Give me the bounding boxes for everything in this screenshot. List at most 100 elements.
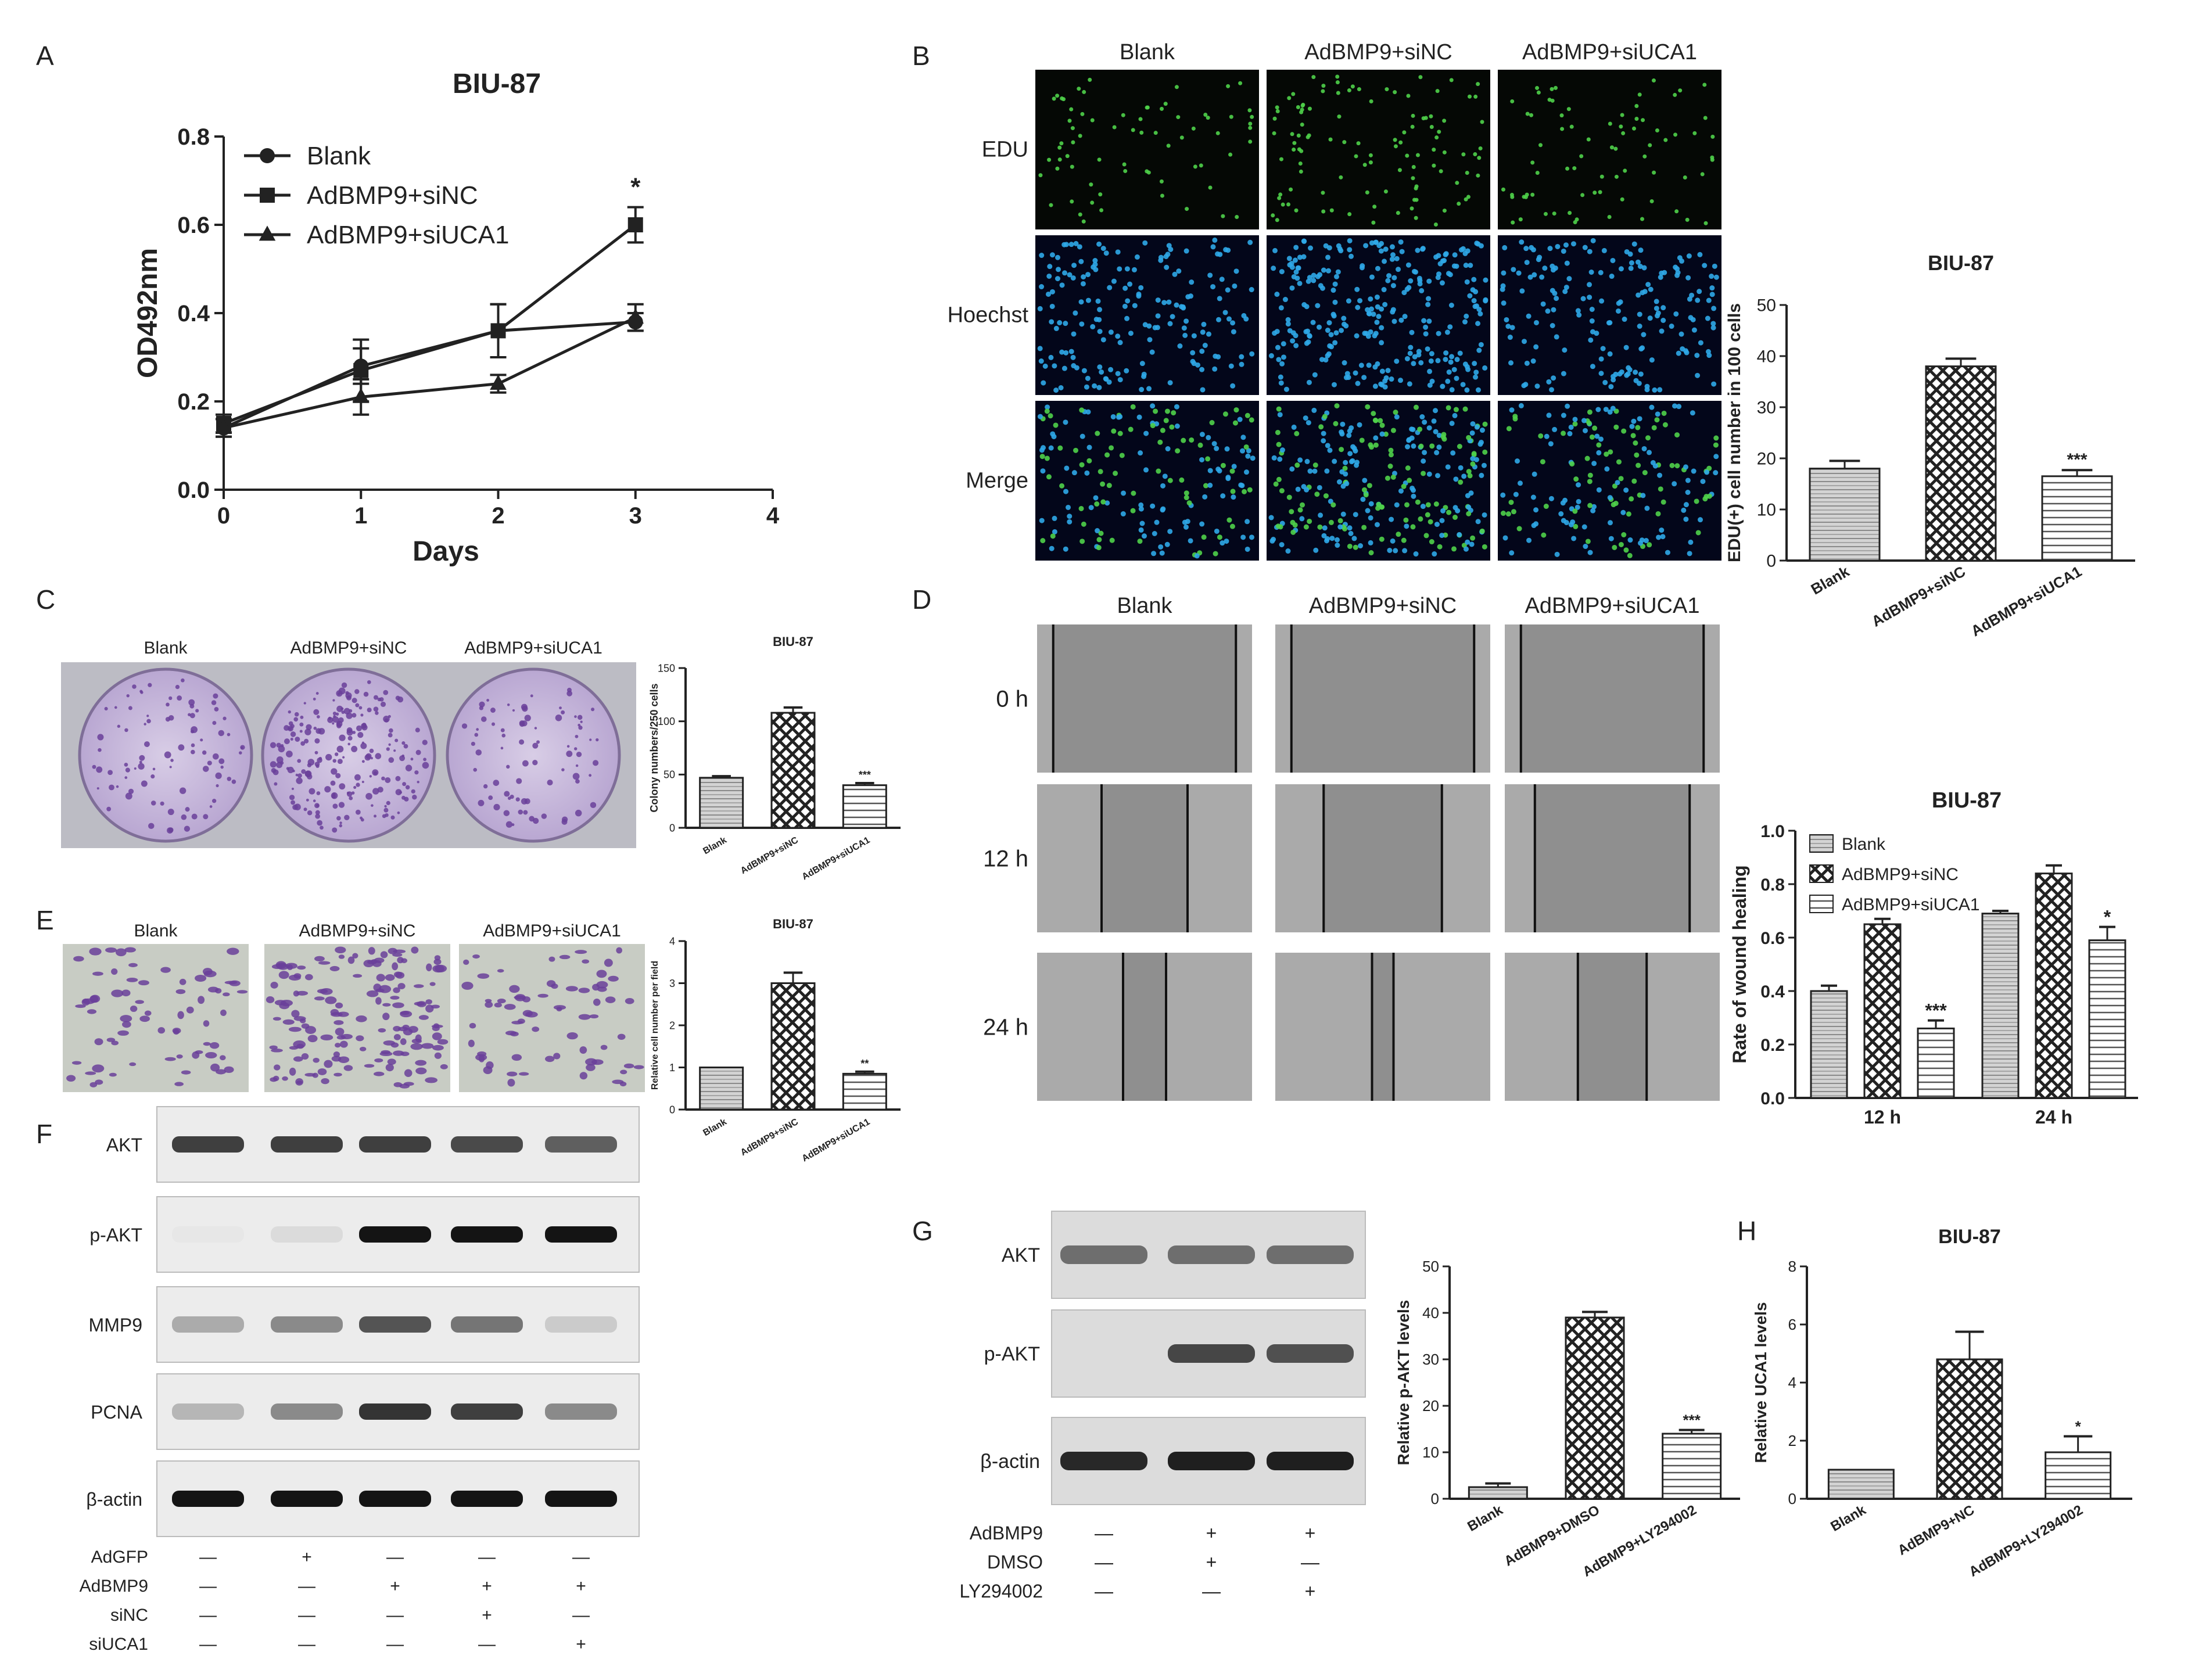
migrated-cell: [589, 1014, 599, 1019]
panel-label-a: A: [36, 41, 54, 71]
nucleus-dot: [1455, 181, 1459, 185]
migrated-cell: [89, 947, 102, 956]
nucleus-dot: [1217, 534, 1222, 540]
wound-gap: [1372, 953, 1394, 1101]
migrated-cell: [317, 989, 328, 994]
nucleus-dot: [1276, 476, 1282, 482]
treatment-label: DMSO: [987, 1552, 1043, 1573]
nucleus-dot: [1143, 430, 1149, 436]
nucleus-dot: [1394, 414, 1400, 420]
colony-dot: [522, 705, 528, 712]
nucleus-dot: [1620, 197, 1624, 202]
nucleus-dot: [1052, 529, 1057, 534]
nucleus-dot: [1369, 274, 1375, 280]
nucleus-dot: [1275, 344, 1281, 350]
nucleus-dot: [1160, 507, 1165, 513]
nucleus-dot: [1655, 411, 1660, 417]
nucleus-dot: [1057, 145, 1062, 150]
nucleus-dot: [1213, 551, 1218, 557]
nucleus-dot: [1416, 352, 1422, 358]
nucleus-dot: [1080, 281, 1086, 286]
nucleus-dot: [1609, 274, 1615, 279]
migrated-cell: [485, 1001, 493, 1008]
nucleus-dot: [1654, 299, 1659, 304]
column-label: Blank: [134, 921, 178, 940]
nucleus-dot: [1439, 533, 1445, 539]
colony-dot: [223, 716, 227, 720]
nucleus-dot: [1285, 317, 1291, 322]
nucleus-dot: [1475, 387, 1481, 393]
nucleus-dot: [1711, 306, 1717, 311]
nucleus-dot: [1120, 511, 1126, 517]
nucleus-dot: [1379, 306, 1385, 312]
nucleus-dot: [1299, 516, 1305, 522]
nucleus-dot: [1482, 449, 1488, 455]
colony-dot: [191, 726, 198, 733]
data-point: [627, 217, 643, 232]
nucleus-dot: [1621, 428, 1627, 434]
significance-label: ***: [1925, 1000, 1947, 1021]
nucleus-dot: [1409, 485, 1415, 491]
nucleus-dot: [1058, 385, 1064, 390]
nucleus-dot: [1706, 353, 1712, 358]
migrated-cell: [548, 956, 555, 962]
nucleus-dot: [1108, 367, 1114, 372]
y-tick-label: 0: [1766, 552, 1776, 571]
nucleus-dot: [1550, 87, 1554, 91]
nucleus-dot: [1636, 380, 1642, 386]
nucleus-dot: [1561, 430, 1566, 436]
nucleus-dot: [1580, 296, 1586, 301]
nucleus-dot: [1337, 518, 1343, 523]
nucleus-dot: [1340, 483, 1346, 489]
nucleus-dot: [1476, 307, 1482, 313]
category-label: AdBMP9+siNC: [739, 835, 801, 877]
nucleus-dot: [1655, 310, 1661, 316]
colony-dot: [339, 783, 346, 790]
column-label: Blank: [1117, 594, 1172, 618]
colony-dot: [295, 737, 300, 742]
migrated-cell: [364, 1064, 375, 1068]
migrated-cell: [352, 953, 358, 959]
nucleus-dot: [1609, 145, 1614, 150]
nucleus-dot: [1519, 239, 1525, 245]
legend-label: AdBMP9+siUCA1: [307, 221, 509, 249]
nucleus-dot: [1180, 304, 1186, 310]
nucleus-dot: [1630, 433, 1636, 439]
nucleus-dot: [1155, 297, 1161, 303]
nucleus-dot: [1452, 412, 1458, 418]
nucleus-dot: [1210, 284, 1216, 290]
y-axis-label: Colony numbers/250 cells: [648, 683, 660, 812]
nucleus-dot: [1317, 484, 1322, 490]
colony-dot: [365, 792, 372, 800]
treatment-sign: —: [1095, 1552, 1113, 1573]
nucleus-dot: [1095, 298, 1101, 304]
nucleus-dot: [1138, 506, 1144, 512]
colony-dot: [404, 796, 409, 802]
migrated-cell: [224, 1066, 234, 1074]
nucleus-dot: [1190, 350, 1196, 356]
nucleus-dot: [1199, 367, 1205, 372]
nucleus-dot: [1168, 246, 1174, 252]
nucleus-dot: [1342, 465, 1348, 471]
colony-dot: [203, 814, 209, 820]
nucleus-dot: [1095, 430, 1100, 436]
nucleus-dot: [1317, 272, 1323, 278]
nucleus-dot: [1212, 366, 1218, 372]
bar: [1809, 468, 1881, 562]
colony-dot: [490, 708, 496, 713]
colony-dot: [314, 762, 320, 767]
nucleus-dot: [1037, 346, 1043, 351]
nucleus-dot: [1523, 382, 1529, 387]
colony-dot: [589, 774, 592, 777]
nucleus-dot: [1629, 423, 1635, 429]
treatment-label: AdBMP9: [970, 1523, 1043, 1543]
nucleus-dot: [1426, 278, 1432, 284]
nucleus-dot: [1061, 97, 1066, 102]
nucleus-dot: [1554, 296, 1559, 301]
nucleus-dot: [1458, 247, 1464, 253]
colony-dot: [461, 723, 468, 729]
nucleus-dot: [1385, 475, 1390, 481]
nucleus-dot: [1552, 211, 1556, 216]
nucleus-dot: [1355, 380, 1361, 386]
